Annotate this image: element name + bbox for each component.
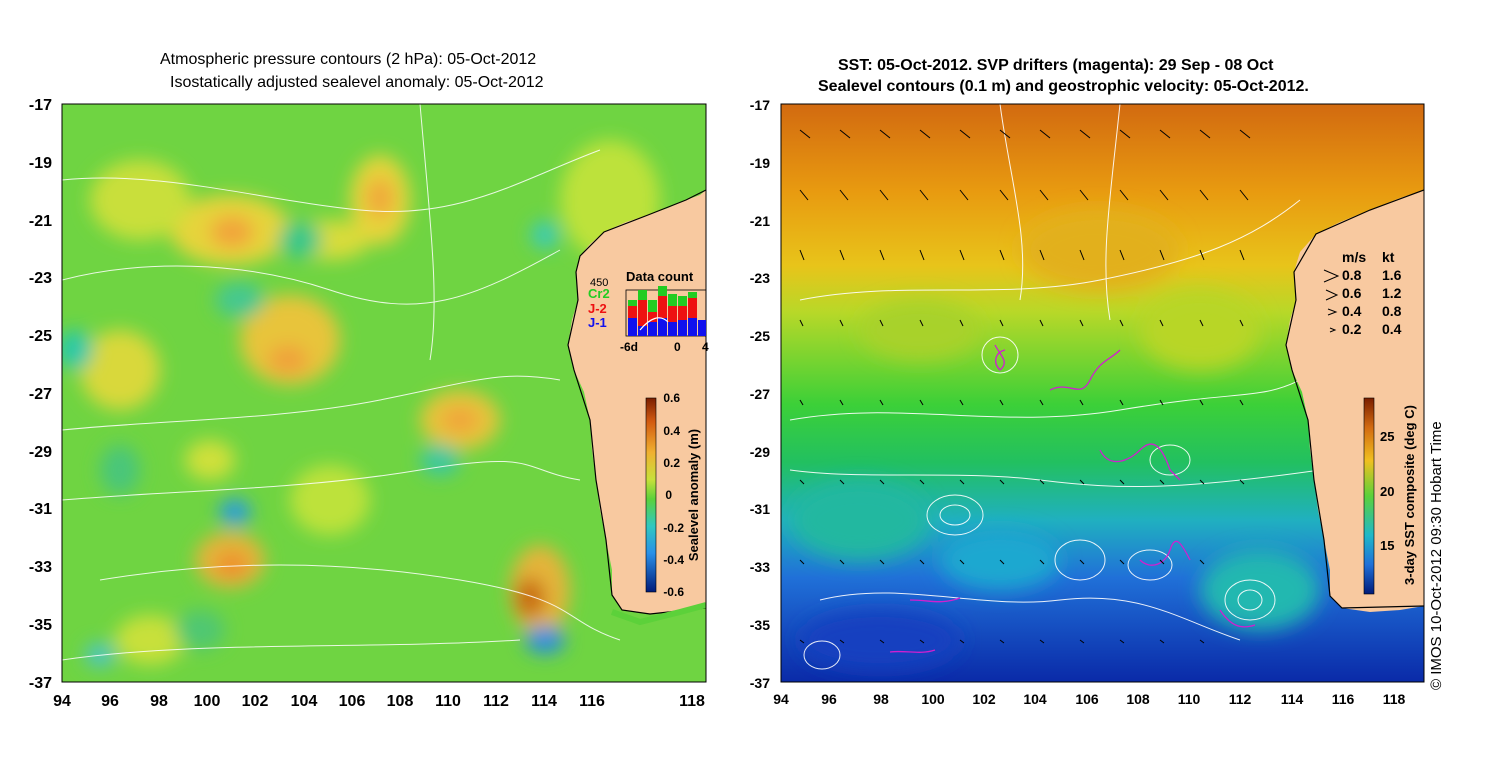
data-count-xtick: 0 xyxy=(674,340,681,354)
right-ytick: -29 xyxy=(750,444,770,460)
sealevel-cbar-tick: -0.6 xyxy=(663,585,684,599)
right-xtick: 96 xyxy=(821,691,837,707)
left-xtick: 110 xyxy=(435,693,461,710)
sst-map: -17 -19 -21 -23 -25 -27 -29 -31 -33 -35 … xyxy=(750,97,1425,707)
sealevel-cbar-tick: 0.4 xyxy=(663,424,680,438)
right-ytick: -25 xyxy=(750,328,770,344)
left-title-line1: Atmospheric pressure contours (2 hPa): 0… xyxy=(160,51,537,68)
left-ytick: -19 xyxy=(29,155,52,172)
sealevel-cbar-tick: -0.4 xyxy=(663,553,684,567)
left-ytick: -33 xyxy=(29,559,52,576)
left-xtick: 114 xyxy=(531,693,557,710)
velocity-kt-value: 0.4 xyxy=(1382,321,1402,337)
left-xtick: 112 xyxy=(483,693,509,710)
right-xtick: 104 xyxy=(1023,691,1047,707)
sealevel-cbar-tick: 0.2 xyxy=(663,456,680,470)
left-xtick: 98 xyxy=(150,693,168,710)
right-ytick: -33 xyxy=(750,559,770,575)
left-ytick: -31 xyxy=(29,501,52,518)
left-ytick: -21 xyxy=(29,213,52,230)
sst-cbar-tick: 20 xyxy=(1380,484,1394,499)
right-xtick: 100 xyxy=(921,691,945,707)
left-ytick: -37 xyxy=(29,675,52,692)
data-count-max: 450 xyxy=(590,277,608,289)
right-ytick: -17 xyxy=(750,97,770,113)
right-xtick: 106 xyxy=(1075,691,1099,707)
data-count-xtick: 4 xyxy=(702,340,709,354)
sealevel-cbar-tick: 0.6 xyxy=(663,391,680,405)
right-xtick: 114 xyxy=(1281,691,1304,707)
left-xtick: 106 xyxy=(339,693,366,710)
legend-j1: J-1 xyxy=(588,315,607,330)
left-xtick: 102 xyxy=(242,693,269,710)
data-count-title: Data count xyxy=(626,269,694,284)
left-xtick: 104 xyxy=(291,693,318,710)
velocity-header-ms: m/s xyxy=(1342,249,1366,265)
sealevel-cbar-label: Sealevel anomaly (m) xyxy=(686,429,701,561)
velocity-ms-value: 0.4 xyxy=(1342,303,1362,319)
velocity-kt-value: 0.8 xyxy=(1382,303,1402,319)
right-title-line1: SST: 05-Oct-2012. SVP drifters (magenta)… xyxy=(838,57,1274,74)
sst-colorbar xyxy=(1363,397,1375,595)
sst-cbar-label: 3-day SST composite (deg C) xyxy=(1402,405,1417,585)
data-count-inset: Data count 450 Cr2 J-2 J-1 -6d 0 4 xyxy=(588,269,709,354)
right-xtick: 110 xyxy=(1178,691,1201,707)
left-ytick: -25 xyxy=(29,328,52,345)
left-ytick: -29 xyxy=(29,444,52,461)
right-ytick: -21 xyxy=(750,213,770,229)
copyright-text: © IMOS 10-Oct-2012 09:30 Hobart Time xyxy=(1428,421,1445,690)
right-ytick: -23 xyxy=(750,270,770,286)
left-ytick: -23 xyxy=(29,270,52,287)
right-ytick: -19 xyxy=(750,155,770,171)
sealevel-cbar-tick: 0 xyxy=(665,488,672,502)
left-ytick: -27 xyxy=(29,386,52,403)
right-xtick: 102 xyxy=(972,691,996,707)
right-xtick: 94 xyxy=(773,691,789,707)
legend-j2: J-2 xyxy=(588,301,607,316)
left-xtick: 96 xyxy=(101,693,119,710)
velocity-header-kt: kt xyxy=(1382,249,1395,265)
velocity-legend: m/s kt 0.8 1.6 0.6 1.2 0.4 0.8 0.2 0.4 xyxy=(1323,249,1402,337)
right-ytick: -27 xyxy=(750,386,770,402)
sealevel-cbar-tick: -0.2 xyxy=(663,521,684,535)
right-ytick: -31 xyxy=(750,501,770,517)
left-title-line2: Isostatically adjusted sealevel anomaly:… xyxy=(170,74,544,91)
sealevel-anomaly-map: -17 -19 -21 -23 -25 -27 -29 -31 -33 -35 … xyxy=(29,97,709,710)
right-xtick: 112 xyxy=(1229,691,1252,707)
right-xtick: 108 xyxy=(1126,691,1150,707)
sealevel-colorbar xyxy=(645,397,657,593)
left-ytick: -35 xyxy=(29,617,52,634)
left-xtick: 116 xyxy=(579,693,605,710)
left-xtick: 94 xyxy=(53,693,71,710)
left-xtick: 100 xyxy=(194,693,221,710)
legend-cr2: Cr2 xyxy=(588,286,610,301)
velocity-ms-value: 0.2 xyxy=(1342,321,1362,337)
left-ytick: -17 xyxy=(29,97,52,114)
right-xtick: 118 xyxy=(1383,691,1406,707)
right-ytick: -35 xyxy=(750,617,770,633)
right-xtick: 116 xyxy=(1332,691,1355,707)
right-xtick: 98 xyxy=(873,691,889,707)
velocity-kt-value: 1.6 xyxy=(1382,267,1402,283)
left-xtick: 108 xyxy=(387,693,414,710)
velocity-ms-value: 0.8 xyxy=(1342,267,1362,283)
data-count-xtick: -6d xyxy=(620,340,638,354)
left-xtick: 118 xyxy=(679,693,705,710)
velocity-ms-value: 0.6 xyxy=(1342,285,1362,301)
velocity-kt-value: 1.2 xyxy=(1382,285,1402,301)
sst-cbar-tick: 25 xyxy=(1380,429,1394,444)
right-title-line2: Sealevel contours (0.1 m) and geostrophi… xyxy=(818,78,1309,95)
right-ytick: -37 xyxy=(750,675,770,691)
sst-cbar-tick: 15 xyxy=(1380,538,1394,553)
